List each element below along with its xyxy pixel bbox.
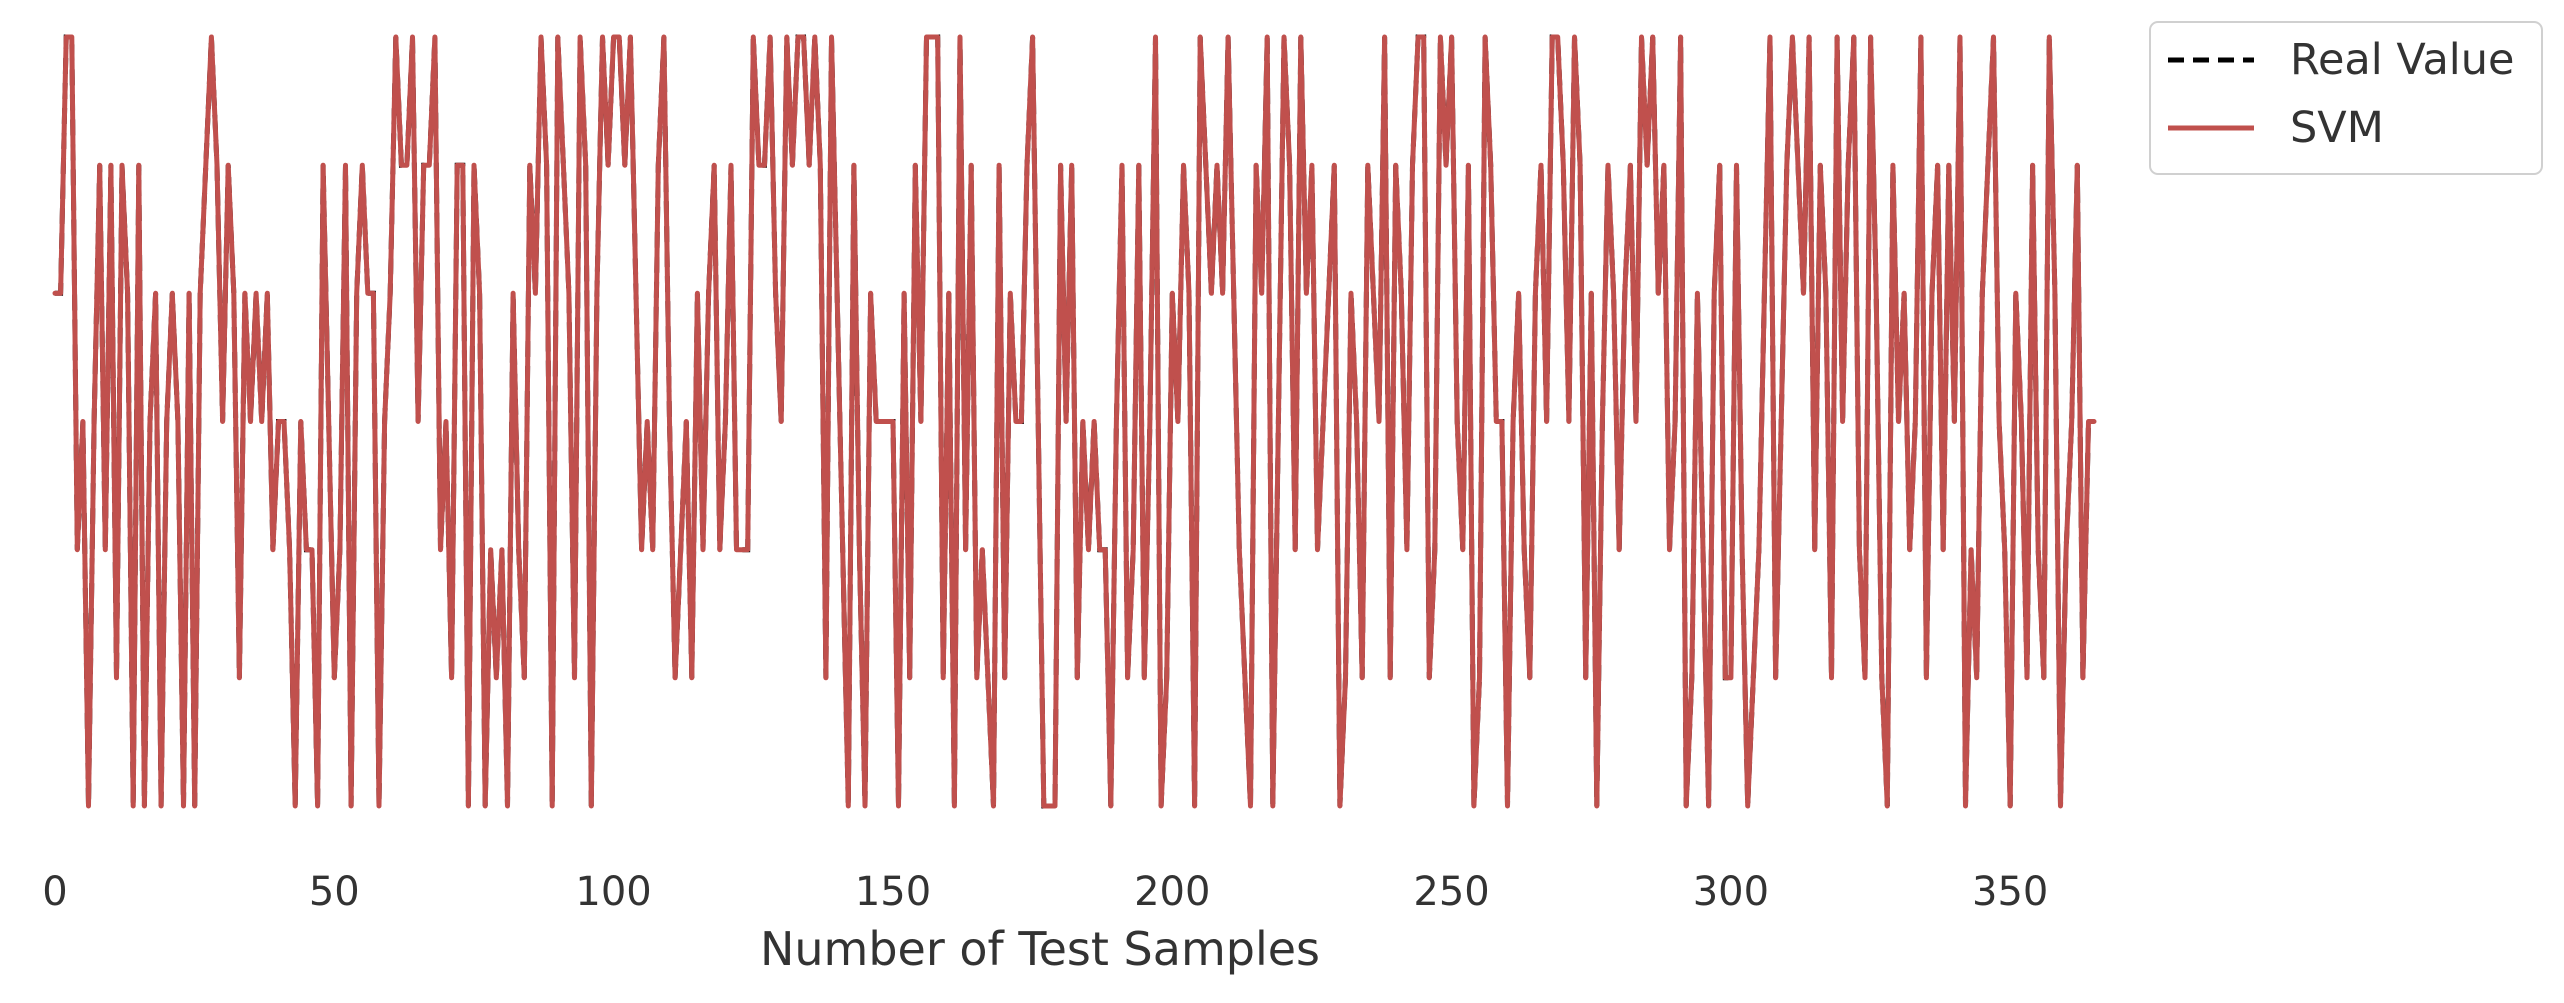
x-tick-label: 0 [42, 869, 67, 915]
x-axis-ticks: 0 50 100 150 200 250 300 350 [42, 869, 2048, 915]
x-tick-label: 150 [855, 869, 931, 915]
x-tick-label: 200 [1134, 869, 1210, 915]
x-tick-label: 100 [575, 869, 651, 915]
series-line-svm [52, 34, 2097, 809]
x-tick-label: 300 [1693, 869, 1769, 915]
legend-label-real-value: Real Value [2290, 35, 2514, 85]
plot-area [52, 34, 2097, 809]
x-tick-label: 250 [1413, 869, 1489, 915]
legend: Real Value SVM [2149, 21, 2543, 175]
x-axis-title: Number of Test Samples [760, 922, 1320, 976]
x-tick-label: 350 [1972, 869, 2048, 915]
legend-label-svm: SVM [2290, 103, 2384, 153]
x-tick-label: 50 [309, 869, 360, 915]
